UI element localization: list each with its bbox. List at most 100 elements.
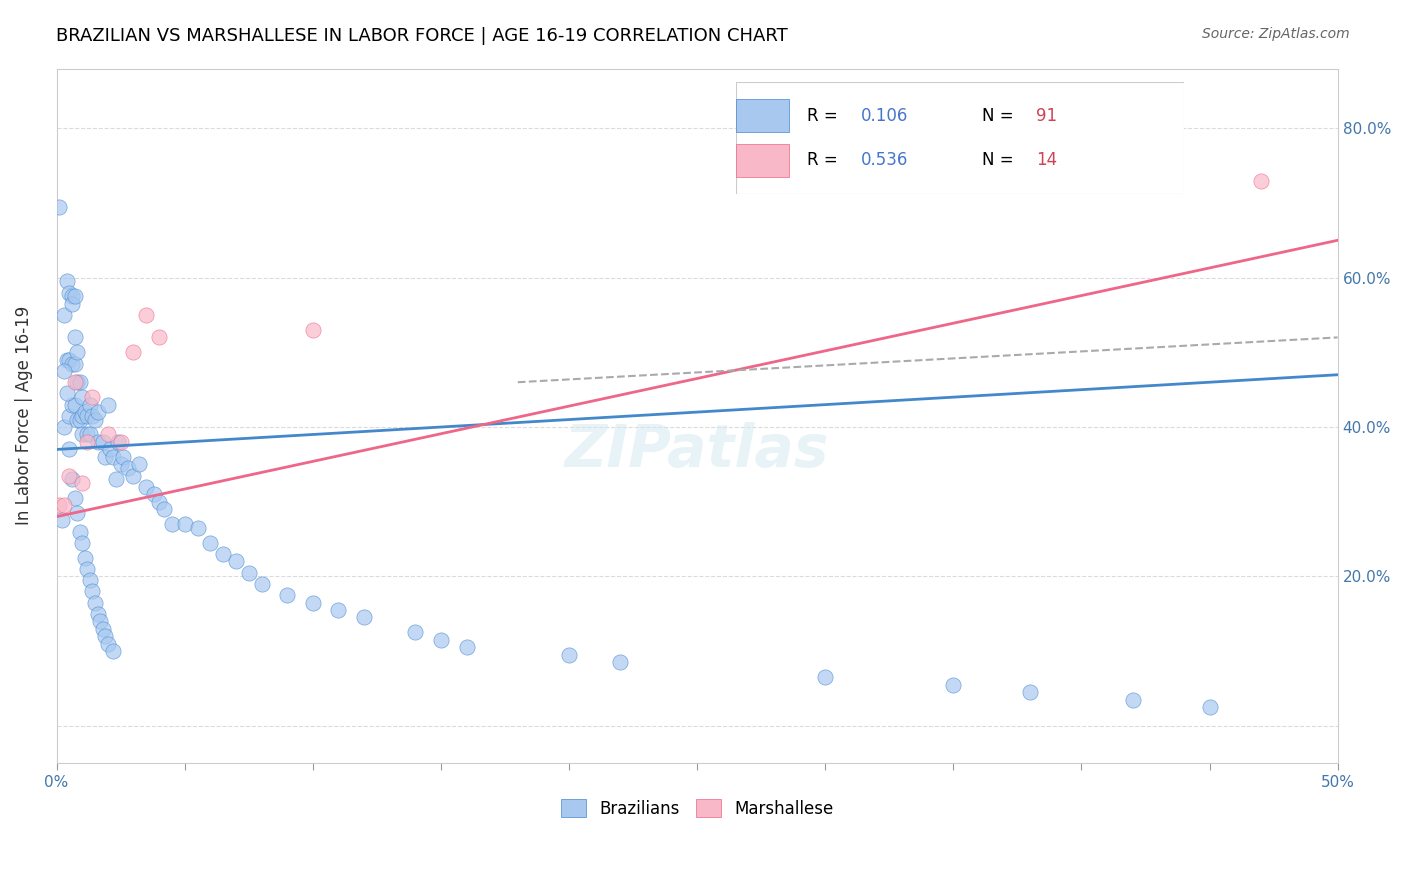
Point: [66, 375, 89, 389]
Text: ZIPatlas: ZIPatlas: [565, 422, 830, 479]
Point: [301, 323, 323, 337]
Point: [73, 405, 96, 419]
Text: Source: ZipAtlas.com: Source: ZipAtlas.com: [1202, 27, 1350, 41]
Point: [186, 521, 208, 535]
Point: [63, 491, 86, 505]
Point: [69, 412, 91, 426]
Point: [69, 524, 91, 539]
Point: [814, 670, 837, 684]
Point: [110, 458, 132, 472]
Point: [117, 461, 139, 475]
Point: [456, 640, 478, 655]
Point: [200, 536, 222, 550]
Point: [212, 547, 235, 561]
Point: [112, 450, 135, 464]
Point: [86, 434, 108, 449]
Point: [79, 427, 101, 442]
Point: [79, 573, 101, 587]
Point: [70, 427, 93, 442]
Point: [97, 637, 120, 651]
Point: [70, 390, 93, 404]
Point: [430, 632, 453, 647]
Point: [82, 390, 104, 404]
Point: [56, 274, 79, 288]
Point: [301, 596, 323, 610]
Point: [76, 562, 98, 576]
Point: [1198, 700, 1220, 714]
Point: [609, 655, 631, 669]
Point: [110, 434, 132, 449]
Point: [122, 468, 145, 483]
Point: [51, 513, 73, 527]
Point: [56, 386, 79, 401]
Point: [53, 308, 76, 322]
Point: [70, 536, 93, 550]
Point: [91, 434, 114, 449]
Legend: Brazilians, Marshallese: Brazilians, Marshallese: [554, 793, 841, 824]
Point: [58, 409, 80, 423]
Point: [63, 398, 86, 412]
Point: [91, 622, 114, 636]
Point: [66, 345, 89, 359]
Point: [84, 412, 107, 426]
Point: [94, 450, 117, 464]
Point: [82, 409, 104, 423]
Point: [101, 644, 124, 658]
Point: [63, 289, 86, 303]
Point: [82, 584, 104, 599]
Point: [276, 588, 298, 602]
Point: [58, 285, 80, 300]
Point: [225, 554, 247, 568]
Point: [404, 625, 426, 640]
Point: [60, 297, 83, 311]
Point: [104, 472, 127, 486]
Point: [63, 357, 86, 371]
Point: [70, 409, 93, 423]
Point: [122, 345, 145, 359]
Point: [70, 476, 93, 491]
Point: [76, 434, 98, 449]
Point: [143, 487, 166, 501]
Point: [250, 577, 273, 591]
Point: [86, 607, 108, 621]
Point: [63, 330, 86, 344]
Point: [53, 420, 76, 434]
Point: [89, 614, 111, 628]
Text: BRAZILIAN VS MARSHALLESE IN LABOR FORCE | AGE 16-19 CORRELATION CHART: BRAZILIAN VS MARSHALLESE IN LABOR FORCE …: [56, 27, 787, 45]
Point: [353, 610, 375, 624]
Point: [60, 289, 83, 303]
Point: [1250, 173, 1272, 187]
Point: [60, 472, 83, 486]
Point: [76, 427, 98, 442]
Point: [60, 357, 83, 371]
Point: [160, 517, 183, 532]
Point: [107, 434, 129, 449]
Point: [79, 398, 101, 412]
Point: [101, 450, 124, 464]
Point: [558, 648, 581, 662]
Point: [94, 629, 117, 643]
Point: [48, 499, 70, 513]
Point: [69, 375, 91, 389]
Point: [328, 603, 350, 617]
Point: [66, 506, 89, 520]
Point: [84, 596, 107, 610]
Point: [60, 398, 83, 412]
Point: [942, 678, 965, 692]
Point: [56, 352, 79, 367]
Point: [1019, 685, 1042, 699]
Point: [97, 427, 120, 442]
Point: [238, 566, 260, 580]
Point: [135, 480, 157, 494]
Point: [148, 494, 170, 508]
Point: [73, 550, 96, 565]
Point: [86, 405, 108, 419]
Point: [58, 442, 80, 457]
Point: [100, 442, 122, 457]
Point: [53, 364, 76, 378]
Point: [53, 499, 76, 513]
Point: [128, 458, 150, 472]
Point: [97, 398, 120, 412]
Y-axis label: In Labor Force | Age 16-19: In Labor Force | Age 16-19: [15, 306, 32, 525]
Point: [63, 375, 86, 389]
